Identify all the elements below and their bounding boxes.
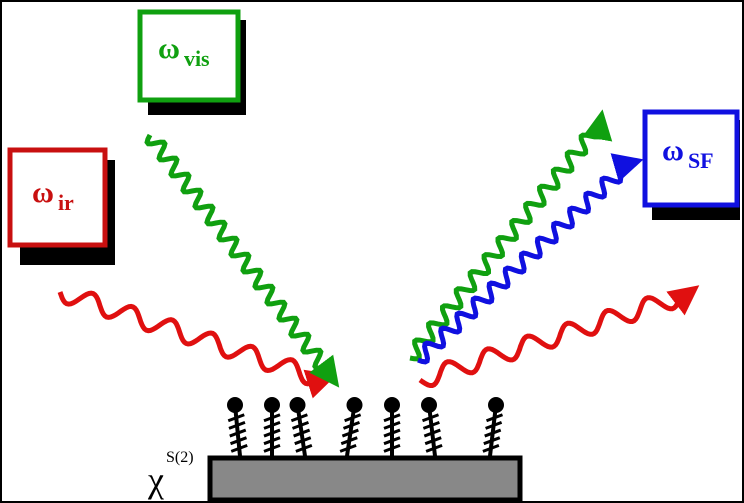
surface xyxy=(210,458,520,500)
head xyxy=(347,397,363,413)
diagram: ωir ωvis ωSF χS(2) xyxy=(0,0,744,503)
subscript: ir xyxy=(58,190,74,215)
head xyxy=(421,397,437,413)
head xyxy=(227,397,243,413)
symbol: ω xyxy=(662,134,684,167)
head xyxy=(264,397,280,413)
symbol: χ xyxy=(147,460,164,500)
superscript: S(2) xyxy=(166,449,194,466)
symbol: ω xyxy=(32,176,54,209)
head xyxy=(488,397,504,413)
subscript: SF xyxy=(688,148,714,173)
symbol: ω xyxy=(158,32,180,65)
head xyxy=(290,397,306,413)
subscript: vis xyxy=(184,46,210,71)
head xyxy=(384,397,400,413)
